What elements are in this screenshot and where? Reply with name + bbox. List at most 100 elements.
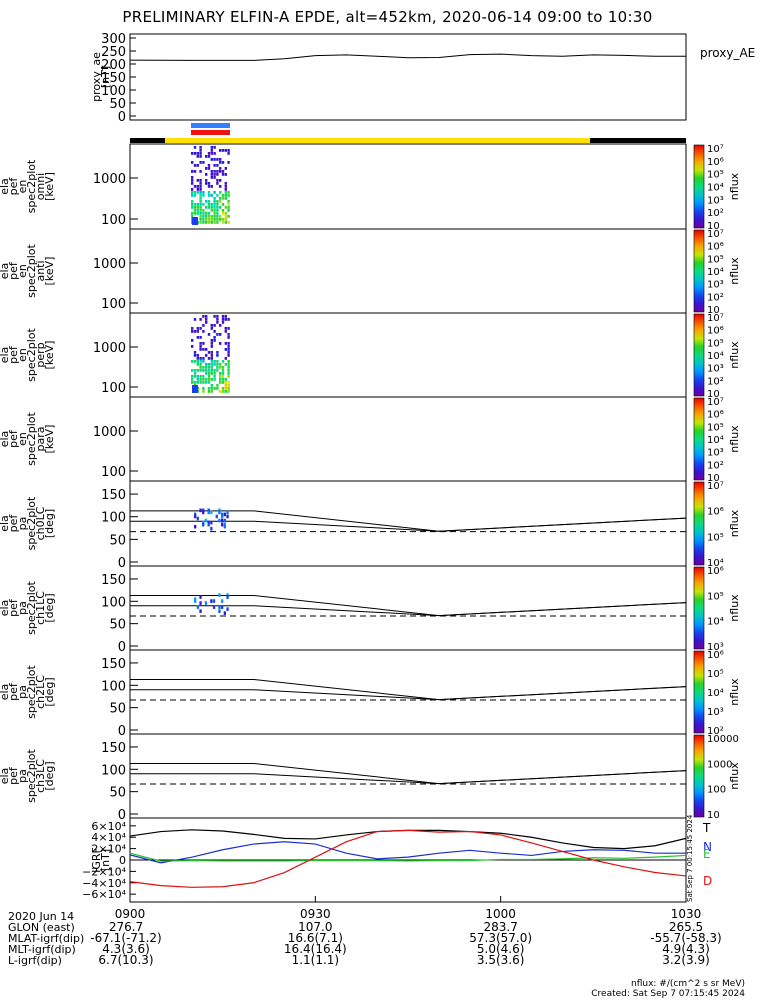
spectro-cell (199, 188, 202, 191)
spectro-cell (191, 206, 194, 209)
spectro-cell (210, 342, 213, 345)
spectro-cell (219, 185, 222, 188)
spectro-cell (227, 191, 230, 194)
colorbar-tick-label: 10 (707, 473, 720, 484)
pa-cell (226, 593, 229, 597)
spectro-cell (202, 194, 205, 197)
spectro-cell (219, 372, 222, 375)
footer-value: 4.9(4.3) (662, 942, 710, 956)
science-zone-bar-blue (191, 123, 230, 128)
pa-cell (212, 605, 216, 609)
y-axis-label: ela (0, 178, 11, 195)
footer-mlat-label: MLAT-igrf(dip) (8, 932, 85, 945)
spectro-cell (199, 221, 202, 224)
spectro-cell (191, 215, 194, 218)
spectro-cell (213, 152, 216, 155)
spectro-cell (199, 152, 202, 155)
pa-cell (218, 518, 221, 523)
spectro-cell (199, 191, 202, 194)
y-tick-label: 100 (101, 84, 126, 99)
pa-cell (207, 510, 210, 515)
spectro-cell (205, 212, 208, 215)
spectro-cell (227, 203, 230, 206)
spectro-cell (192, 385, 198, 393)
spectro-cell (213, 191, 216, 194)
colorbar-label: nflux (728, 425, 741, 453)
spectro-cell (191, 170, 194, 173)
y-axis-label: pef (7, 598, 20, 617)
spectro-cell (221, 218, 225, 221)
colorbar (693, 481, 705, 566)
colorbar-tick-label: 10⁴ (707, 435, 724, 446)
y-tick-label: 150 (101, 657, 126, 672)
y-tick-label: 100 (101, 213, 126, 228)
spectro-cell (210, 209, 213, 212)
footer-value: 265.5 (669, 920, 703, 934)
spectro-cell (213, 369, 216, 372)
spectro-cell (216, 387, 219, 390)
spectro-cell (199, 209, 202, 212)
spectro-cell (213, 170, 216, 173)
y-axis-label: pef (7, 429, 20, 448)
spectro-cell (210, 378, 213, 381)
spectro-cell (213, 372, 216, 375)
y-axis-label: pa (16, 601, 29, 615)
y-axis-label: pef (7, 514, 20, 533)
colorbar-tick-label: 10⁶ (707, 410, 724, 421)
spectro-cell (219, 375, 222, 378)
spectro-cell (219, 158, 222, 161)
colorbar-tick-label: 10⁵ (707, 532, 724, 543)
spectro-cell (219, 215, 222, 218)
anti-loss-cone-line (130, 602, 687, 617)
y-axis-label: pef (7, 261, 20, 280)
anti-loss-cone-line (130, 686, 687, 701)
spectro-cell (196, 354, 199, 357)
spectro-cell (202, 360, 205, 363)
status-bar-black-left (130, 138, 165, 143)
colorbar-label: nflux (728, 678, 741, 706)
spectro-cell (227, 342, 230, 345)
spectro-cell (224, 212, 227, 215)
spectro-cell (210, 146, 213, 149)
spectro-cell (191, 194, 194, 197)
spectro-cell (196, 179, 199, 182)
y-tick-label: −2×10⁴ (82, 865, 126, 878)
spectro-cell (193, 360, 197, 363)
spectro-cell (191, 339, 194, 342)
spectro-cell (221, 318, 225, 321)
colorbar-label: nflux (728, 341, 741, 369)
spectro-cell (199, 327, 202, 330)
spectro-cell (205, 381, 208, 384)
y-tick-label: 150 (101, 71, 126, 86)
y-tick-label: 6×10⁴ (91, 820, 126, 833)
pa-cell (223, 518, 226, 523)
spectro-cell (202, 369, 205, 372)
spectro-cell (216, 200, 219, 203)
igrf-line-E (129, 852, 687, 862)
spectro-cell (196, 209, 199, 212)
footer-value: -55.7(-58.3) (650, 931, 721, 945)
pa-cell (210, 510, 213, 515)
spectro-cell (221, 173, 225, 176)
spectro-cell (224, 197, 227, 200)
footer-units: nflux: #/(cm^2 s sr MeV) (631, 979, 745, 989)
pa-cell (202, 508, 205, 513)
spectro-cell (221, 375, 225, 378)
spectro-cell (216, 164, 219, 167)
spectro-cell (210, 221, 213, 224)
spectro-cell (193, 152, 197, 155)
spectro-cell (216, 182, 219, 185)
spectro-cell (207, 152, 211, 155)
igrf-legend-T: T (702, 821, 711, 835)
spectro-cell (207, 218, 211, 221)
spectro-cell (191, 176, 194, 179)
spectro-cell (221, 212, 225, 215)
y-tick-label: 0 (118, 640, 126, 655)
colorbar-tick-label: 10³ (707, 448, 724, 459)
spectro-cell (221, 149, 225, 152)
y-axis-label: en (16, 180, 29, 194)
footer-value: 16.6(7.1) (288, 931, 343, 945)
spectro-cell (213, 209, 216, 212)
spectro-cell (216, 206, 219, 209)
